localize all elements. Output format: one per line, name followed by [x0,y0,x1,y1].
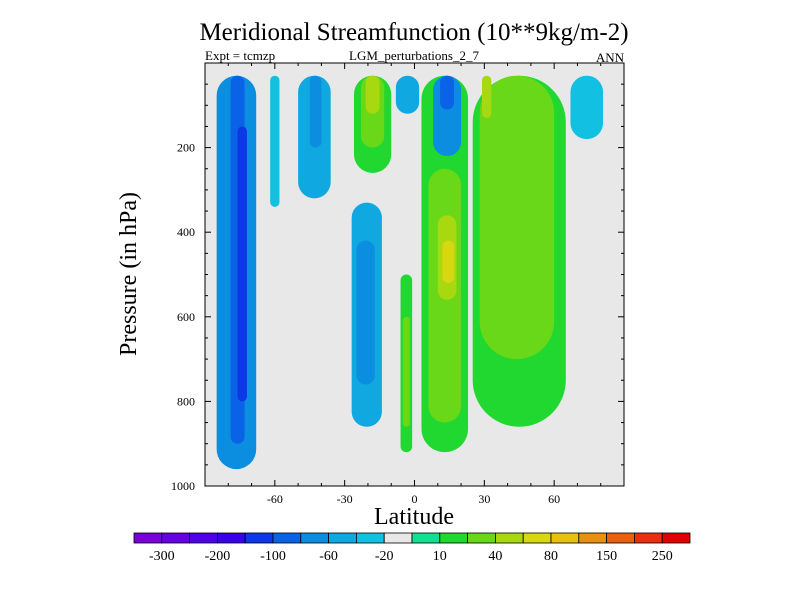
colorbar-swatch [355,532,385,544]
colorbar-label: -300 [149,549,175,564]
contour-region-11 [356,240,375,385]
contour-region-13 [402,316,410,427]
colorbar-swatch [161,532,191,544]
y-tick-label: 600 [177,310,195,324]
colorbar-label: -20 [375,549,394,564]
colorbar-label: 40 [488,549,502,564]
colorbar-swatch [578,532,607,544]
colorbar-swatch [550,532,580,544]
colorbar-label: 10 [433,549,447,564]
colorbar-swatch [522,532,552,544]
colorbar-swatch [606,532,635,544]
colorbar-label: -200 [205,549,231,564]
x-tick-label: 0 [412,492,418,506]
colorbar-swatch [328,532,357,544]
colorbar-swatch [133,532,163,544]
contour-region-21 [479,75,555,360]
colorbar-swatch [189,532,218,544]
colorbar-swatch [467,532,496,544]
x-axis-label: Latitude [374,504,454,530]
colorbar-label: 150 [596,549,617,564]
y-axis-label: Pressure (in hPa) [116,192,142,356]
contour-region-19 [440,75,455,110]
colorbar-label: 80 [544,549,558,564]
colorbar-label: -60 [319,549,338,564]
x-tick-label: -60 [267,492,283,506]
colorbar-label: -100 [260,549,286,564]
colorbar-swatch [244,532,274,544]
left-subtitle: Expt = tcmzp [205,48,275,63]
colorbar-labels: -300 -200 -100 -60 -20 10 40 80 150 250 [149,549,673,564]
colorbar-swatch [272,532,302,544]
x-tick-label: -30 [337,492,353,506]
colorbar-swatch [411,532,441,544]
contour-region-2 [237,126,247,402]
center-subtitle: LGM_perturbations_2_7 [349,48,479,63]
x-tick-label: 30 [478,492,490,506]
contour-region-3 [270,75,280,207]
colorbar-swatch [661,532,691,544]
colorbar-swatch [494,532,524,544]
chart-title: Meridional Streamfunction (10**9kg/m-2) [199,19,628,46]
colorbar-swatch [634,532,663,544]
right-subtitle: ANN [596,50,625,65]
contour-region-5 [309,75,322,148]
contour-region-17 [442,240,455,283]
contour-region-9 [395,75,420,114]
x-tick-label: 60 [548,492,560,506]
colorbar-swatch [216,532,246,544]
y-axis-ticks: 200 400 600 800 1000 [171,83,624,493]
y-tick-label: 400 [177,225,195,239]
y-tick-label: 200 [177,141,195,155]
colorbar-swatch [439,532,468,544]
y-tick-label: 1000 [171,479,195,493]
y-tick-label: 800 [177,394,195,408]
colorbar [133,532,691,544]
colorbar-swatch [300,532,329,544]
contour-region-23 [570,75,604,140]
colorbar-label: 250 [652,549,673,564]
colorbar-swatch [383,532,413,544]
contour-regions [216,75,604,470]
contour-region-22 [482,75,492,118]
x-axis-ticks: -60 -30 0 30 60 [227,63,602,506]
contour-region-8 [365,75,380,114]
